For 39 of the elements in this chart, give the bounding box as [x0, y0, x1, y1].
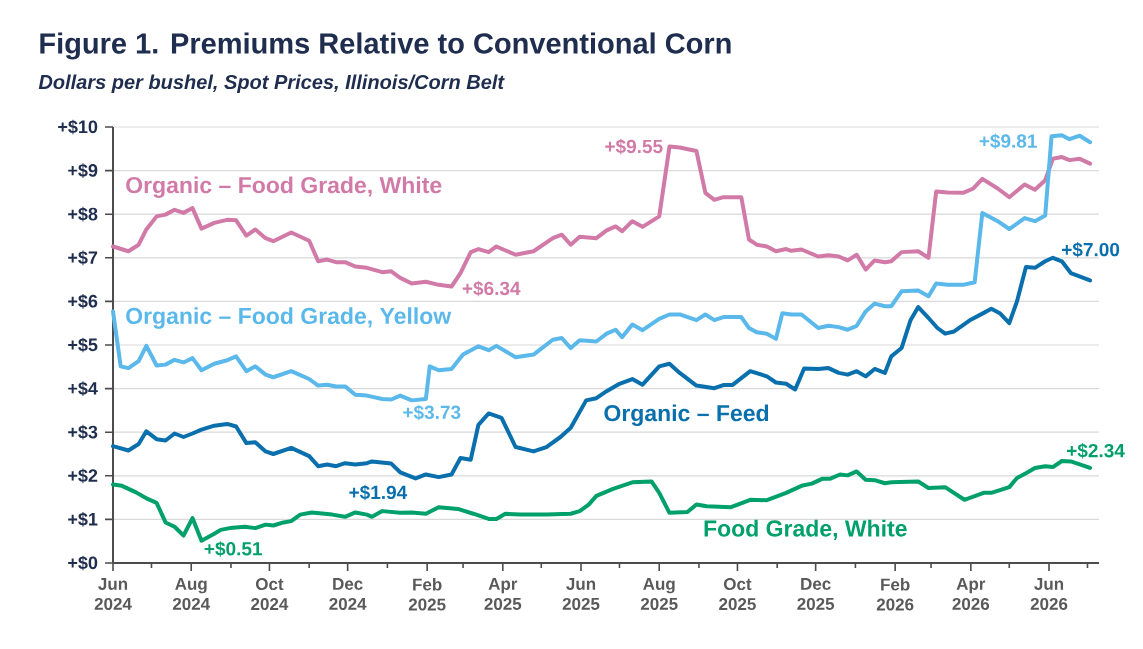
x-tick-label: Dec 2024 — [329, 578, 367, 610]
line-series — [111, 458, 1093, 543]
series-label: Organic – Food Grade, White — [126, 176, 442, 198]
y-tick-label: +$6 — [68, 294, 98, 309]
x-tick-label: Aug 2024 — [172, 578, 211, 610]
y-tick-label: +$4 — [68, 381, 98, 396]
annotation: +$3.73 — [403, 404, 461, 421]
x-tick-label: Dec 2025 — [797, 578, 835, 610]
x-tick-label: Oct 2025 — [719, 578, 756, 611]
x-tick-label: Apr 2026 — [952, 578, 990, 610]
y-tick-label: +$1 — [68, 512, 98, 527]
y-tick-label: +$7 — [68, 250, 98, 266]
annotation: +$9.81 — [979, 133, 1037, 150]
y-tick-label: +$0 — [68, 555, 98, 571]
annotation: +$1.94 — [349, 484, 408, 501]
x-tick-label: Jun 2025 — [562, 578, 600, 610]
annotation: +$0.51 — [204, 541, 262, 557]
series-label: Food Grade, White — [704, 519, 907, 540]
annotation: +$6.34 — [462, 280, 521, 297]
x-tick-label: Aug 2025 — [640, 578, 678, 610]
x-tick-label: Apr 2025 — [484, 578, 522, 610]
chart-subtitle: Dollars per bushel, Spot Prices, Illinois/Corn Belt — [38, 74, 505, 94]
annotation: +$7.00 — [1062, 242, 1120, 258]
series-label: Organic – Feed — [604, 404, 769, 426]
x-tick-label: Jun 2026 — [1030, 578, 1068, 610]
x-tick-label: Feb 2025 — [408, 578, 446, 611]
y-tick-label: +$3 — [68, 424, 98, 440]
y-tick-label: +$2 — [68, 468, 98, 484]
annotation: +$2.34 — [1067, 443, 1125, 459]
series-label: Organic – Food Grade, Yellow — [126, 307, 452, 329]
x-tick-label: Oct 2024 — [251, 578, 289, 611]
x-tick-label: Feb 2026 — [876, 578, 914, 611]
y-tick-label: +$8 — [68, 206, 98, 222]
x-tick-label: Jun 2024 — [94, 578, 132, 610]
y-tick-label: +$9 — [68, 163, 98, 178]
y-tick-label: +$5 — [68, 337, 98, 353]
chart-title: Figure 1. Premiums Relative to Conventional Corn — [40, 32, 731, 60]
annotation: +$9.55 — [605, 138, 663, 155]
y-tick-label: +$10 — [58, 119, 98, 135]
